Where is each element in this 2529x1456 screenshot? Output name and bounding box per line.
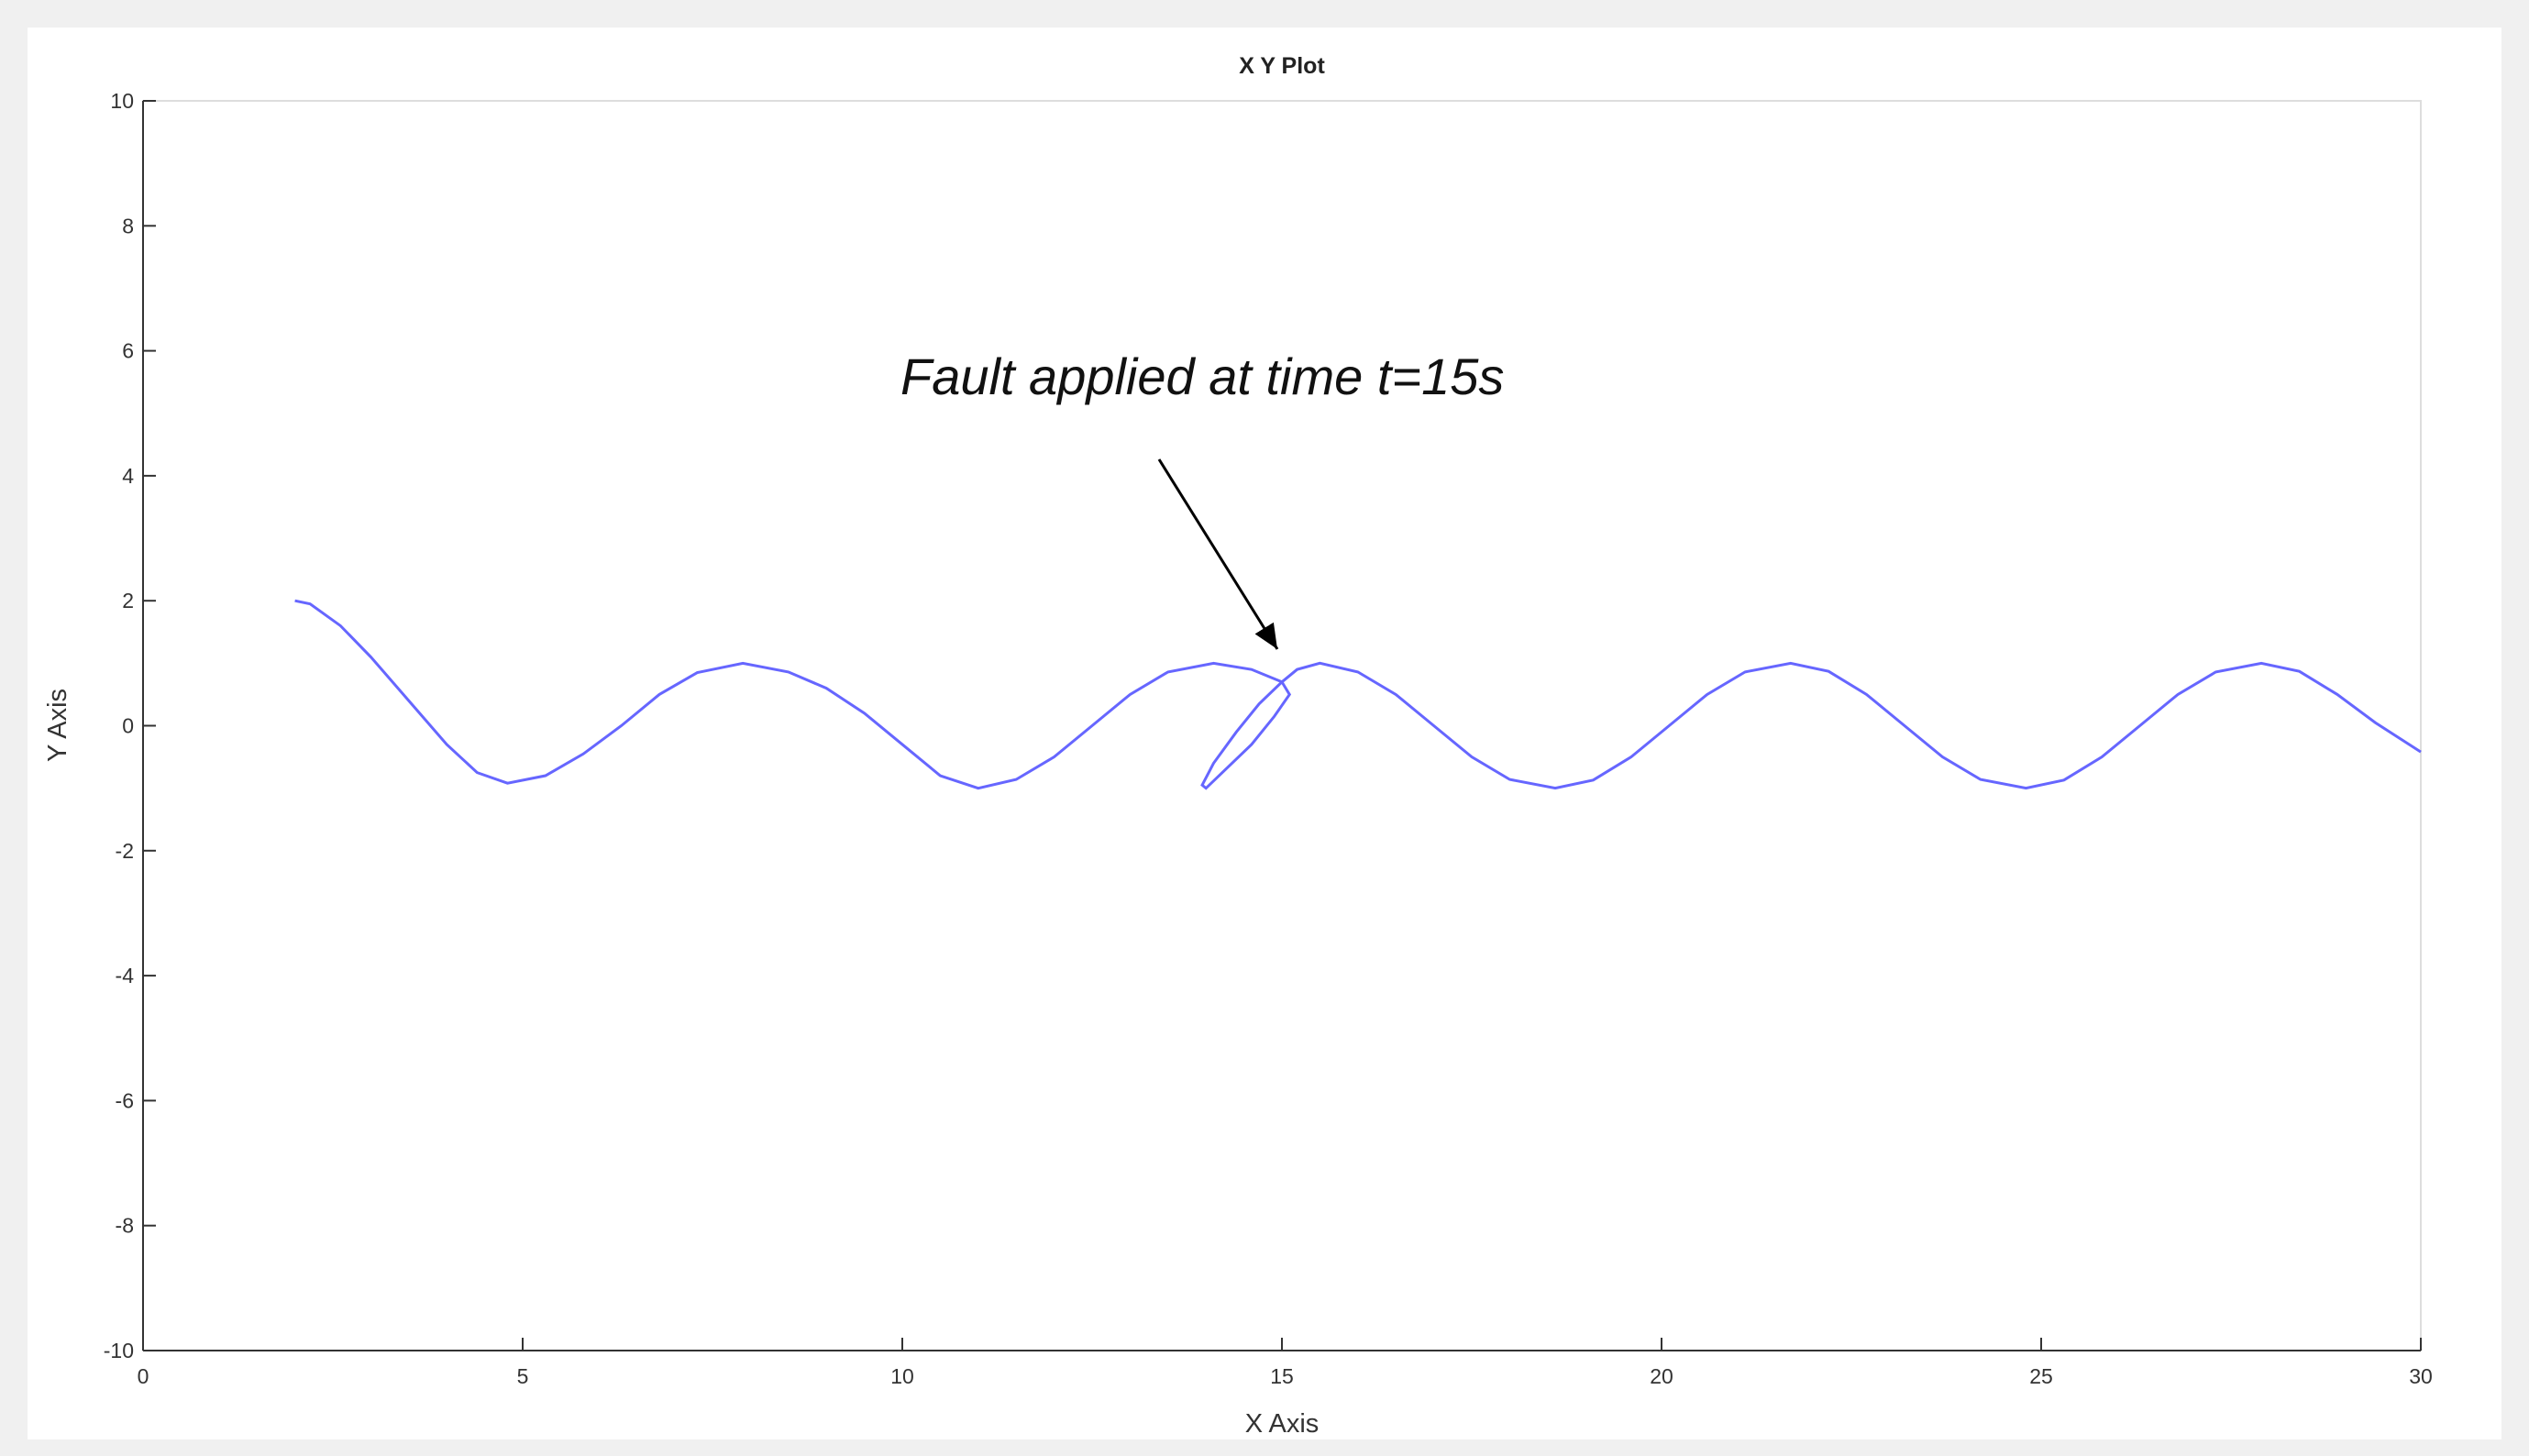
plot-area xyxy=(142,100,2422,1351)
x-tick-label: 20 xyxy=(1650,1364,1673,1388)
x-tick-label: 15 xyxy=(1270,1364,1294,1388)
y-tick-label: -6 xyxy=(116,1088,134,1112)
x-tick-label: 25 xyxy=(2029,1364,2053,1388)
x-tick-label: 0 xyxy=(138,1364,149,1388)
x-tick-label: 5 xyxy=(517,1364,529,1388)
y-tick-label: 0 xyxy=(122,714,134,738)
y-axis-label: Y Axis xyxy=(43,689,72,762)
y-tick-label: -4 xyxy=(116,964,135,987)
y-tick-label: -2 xyxy=(116,839,134,863)
y-tick-label: -8 xyxy=(116,1214,134,1238)
x-axis-label: X Axis xyxy=(1245,1409,1320,1439)
y-tick-label: -10 xyxy=(104,1339,134,1362)
annotation: Fault applied at time t=15s xyxy=(900,347,1504,405)
y-tick-label: 8 xyxy=(122,214,134,237)
chart-title: X Y Plot xyxy=(1239,53,1325,79)
annotation-arrow xyxy=(1157,458,1279,650)
y-tick-label: 4 xyxy=(122,464,134,488)
x-tick-label: 10 xyxy=(890,1364,914,1388)
data-line xyxy=(294,599,2422,790)
y-tick-label: 2 xyxy=(122,589,134,612)
x-tick-label: 30 xyxy=(2409,1364,2433,1388)
y-tick-label: 10 xyxy=(110,89,134,113)
y-tick-label: 6 xyxy=(122,339,134,363)
